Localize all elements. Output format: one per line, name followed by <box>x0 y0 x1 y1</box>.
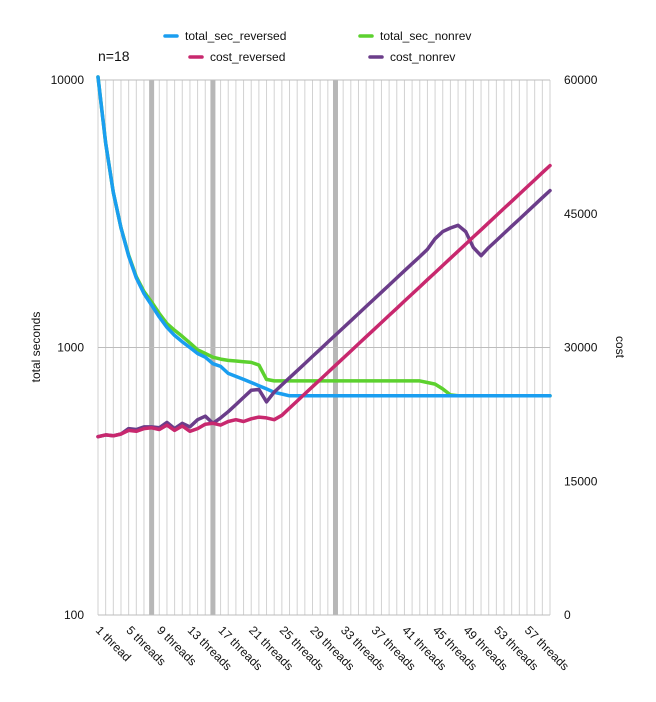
right-tick-label: 0 <box>564 608 571 622</box>
cost_nonrev-legend-label: cost_nonrev <box>390 50 455 64</box>
sample-size-annotation: n=18 <box>98 48 130 64</box>
total_sec_nonrev-legend-label: total_sec_nonrev <box>380 29 471 43</box>
left-tick-label: 1000 <box>57 341 84 355</box>
right-axis-title: cost <box>613 336 627 359</box>
total_sec_reversed-legend-label: total_sec_reversed <box>185 29 286 43</box>
right-tick-label: 45000 <box>564 207 598 221</box>
right-tick-label: 15000 <box>564 474 598 488</box>
left-tick-label: 100 <box>64 608 84 622</box>
legend: total_sec_reversed total_sec_nonrev cost_r… <box>163 29 471 64</box>
right-tick-label: 30000 <box>564 341 598 355</box>
right-axis-ticks: 60000 45000 30000 15000 0 <box>564 73 598 622</box>
right-tick-label: 60000 <box>564 73 598 87</box>
left-tick-label: 10000 <box>51 73 85 87</box>
plot-lines <box>96 75 552 439</box>
cost_reversed-legend-label: cost_reversed <box>210 50 285 64</box>
total_sec_reversed-line <box>96 75 552 398</box>
left-axis-title: total seconds <box>29 312 43 383</box>
cost_reversed-line <box>96 163 552 439</box>
left-axis-ticks: 10000 1000 100 <box>51 73 85 622</box>
